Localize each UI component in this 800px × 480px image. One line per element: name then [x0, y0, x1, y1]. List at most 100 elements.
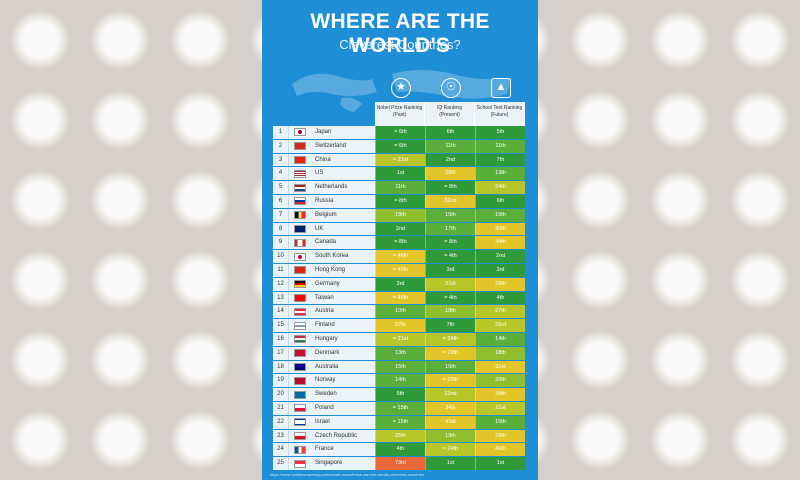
rank-cell: 6: [273, 194, 289, 208]
flag-cell: [289, 401, 311, 415]
ranking-value: 11th: [475, 139, 525, 153]
country-name: Japan: [311, 126, 375, 139]
column-header: IQ Ranking (Present): [425, 102, 475, 126]
rank-cell: 13: [273, 291, 289, 305]
country-name: Australia: [311, 360, 375, 374]
table-row: 9 Canada = 8th = 8th 34th: [273, 236, 525, 251]
flag-cell: [289, 126, 311, 139]
infographic: WHERE ARE THE WORLD'S Cleverest Countrie…: [262, 0, 538, 480]
rank-cell: 22: [273, 415, 289, 429]
ranking-value: 3rd: [475, 263, 525, 277]
ranking-value: 5th: [475, 126, 525, 139]
ranking-value: = 46th: [375, 291, 425, 305]
flag-icon: [294, 169, 306, 178]
ranking-value: 16th: [425, 360, 475, 374]
ranking-value: 18th: [425, 305, 475, 319]
country-name: Norway: [311, 374, 375, 388]
ranking-value: 17th: [425, 222, 475, 236]
flag-icon: [294, 252, 306, 261]
table-row: 16 Hungary = 21st = 24th 14th: [273, 332, 525, 347]
table-row: 20 Sweden 5th 22nd 39th: [273, 388, 525, 402]
rank-cell: 19: [273, 374, 289, 388]
graduation-cap-icon: ▲: [491, 78, 511, 98]
column-header-sub: (Present): [439, 111, 460, 118]
flag-cell: [289, 388, 311, 401]
ranking-value: 18th: [475, 346, 525, 360]
rank-cell: 23: [273, 429, 289, 443]
ranking-value: = 15th: [375, 401, 425, 415]
flag-cell: [289, 194, 311, 208]
flag-icon: [294, 197, 306, 206]
source-footer: https://www.smithsonianmag.com/smart-new…: [270, 472, 424, 477]
ranking-value: 20th: [475, 374, 525, 388]
rank-cell: 25: [273, 457, 289, 470]
flag-cell: [289, 346, 311, 360]
rank-cell: 2: [273, 139, 289, 153]
column-header-label: Nobel Prize Ranking: [376, 105, 423, 111]
flag-icon: [294, 431, 306, 440]
rank-cell: 17: [273, 346, 289, 360]
rank-cell: 10: [273, 250, 289, 263]
country-name: Taiwan: [311, 291, 375, 305]
country-name: Belgium: [311, 208, 375, 222]
country-name: China: [311, 153, 375, 167]
rank-cell: 8: [273, 222, 289, 236]
ranking-value: 1st: [475, 457, 525, 470]
medal-icon: ★: [391, 78, 411, 98]
flag-cell: [289, 181, 311, 194]
country-name: South Korea: [311, 250, 375, 263]
table-row: 13 Taiwan = 46th = 4th 4th: [273, 291, 525, 306]
flag-cell: [289, 236, 311, 250]
ranking-value: 40th: [475, 443, 525, 457]
flag-icon: [294, 211, 306, 220]
ranking-value: 15th: [425, 208, 475, 222]
column-header: Nobel Prize Ranking (Past): [375, 102, 425, 126]
rank-cell: 4: [273, 167, 289, 181]
flag-icon: [294, 224, 306, 233]
flag-cell: [289, 291, 311, 305]
ranking-value: 30th: [475, 222, 525, 236]
table-row: 7 Belgium 18th 15th 16th: [273, 208, 525, 223]
flag-cell: [289, 222, 311, 236]
ranking-value: 10th: [375, 305, 425, 319]
country-name: Hong Kong: [311, 263, 375, 277]
table-row: 19 Norway 14th = 29th 20th: [273, 374, 525, 389]
infographic-subtitle: Cleverest Countries?: [339, 37, 461, 52]
country-name: France: [311, 443, 375, 457]
ranking-value: = 15th: [375, 415, 425, 429]
flag-cell: [289, 208, 311, 222]
rank-cell: 3: [273, 153, 289, 167]
rank-cell: 14: [273, 305, 289, 319]
flag-icon: [294, 390, 306, 399]
country-name: Singapore: [311, 457, 375, 470]
flag-icon: [294, 183, 306, 192]
ranking-value: 1st: [375, 167, 425, 181]
ranking-value: 15th: [475, 415, 525, 429]
ranking-value: 4th: [475, 291, 525, 305]
rankings-table: 1 Japan = 6th 6th 5th 2 Switzerland = 6th 11th 11…: [273, 126, 525, 471]
rank-cell: 15: [273, 319, 289, 332]
ranking-value: 73rd: [375, 457, 425, 470]
table-row: 17 Denmark 13th = 29th 18th: [273, 346, 525, 361]
ranking-value: = 24th: [425, 443, 475, 457]
ranking-value: 25th: [375, 429, 425, 443]
table-row: 24 France 4th = 24th 40th: [273, 443, 525, 458]
flag-cell: [289, 263, 311, 277]
ranking-value: = 8th: [425, 236, 475, 250]
infographic-title: WHERE ARE THE WORLD'S: [310, 10, 490, 57]
ranking-value: 21st: [425, 277, 475, 291]
flag-cell: [289, 167, 311, 181]
ranking-value: 14th: [375, 374, 425, 388]
ranking-value: 32nd: [425, 194, 475, 208]
table-row: 23 Czech Republic 25th 19th 29th: [273, 429, 525, 444]
ranking-value: 7th: [425, 319, 475, 332]
flag-cell: [289, 139, 311, 153]
table-row: 18 Australia 15th 16th 31st: [273, 360, 525, 375]
rank-cell: 9: [273, 236, 289, 250]
flag-cell: [289, 360, 311, 374]
ranking-value: 7th: [475, 153, 525, 167]
flag-cell: [289, 443, 311, 457]
rank-cell: 21: [273, 401, 289, 415]
ranking-value: 27th: [475, 305, 525, 319]
ranking-value: = 4th: [425, 291, 475, 305]
